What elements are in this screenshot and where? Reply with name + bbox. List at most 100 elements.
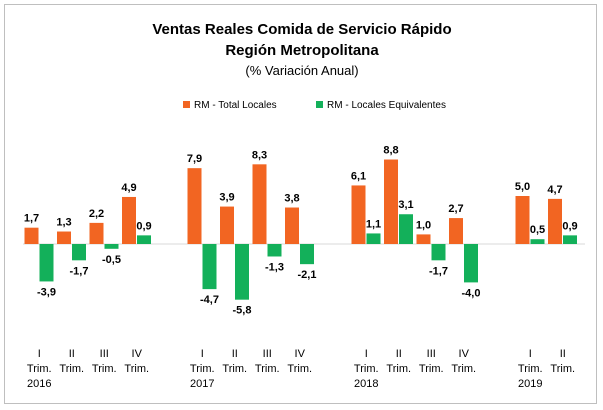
bar-equiv-2017-q4 — [300, 244, 314, 265]
bar-total-2018-q3 — [416, 234, 431, 244]
data-label-total-2018-q1: 6,1 — [351, 170, 366, 182]
chart-svg: Ventas Reales Comida de Servicio Rápido … — [23, 21, 585, 390]
data-label-equiv-2019-q1: 0,5 — [530, 224, 545, 236]
bar-total-2017-q3 — [252, 164, 267, 244]
x-tick-trim-2016-q2: Trim. — [59, 363, 84, 375]
chart-subtitle-units: (% Variación Anual) — [245, 63, 358, 78]
data-label-total-2018-q4: 2,7 — [448, 203, 463, 215]
data-label-equiv-2016-q4: 0,9 — [136, 220, 151, 232]
data-label-total-2017-q4: 3,8 — [284, 193, 299, 205]
bar-equiv-2017-q1 — [202, 244, 217, 290]
x-tick-trim-2018-q2: Trim. — [386, 363, 411, 375]
x-tick-trim-2016-q3: Trim. — [92, 363, 117, 375]
x-tick-roman-2019-q1: I — [529, 348, 532, 360]
data-label-equiv-2018-q1: 1,1 — [366, 218, 381, 230]
x-tick-roman-2018-q1: I — [365, 348, 368, 360]
chart-subtitle: Región Metropolitana — [225, 42, 379, 59]
bar-total-2016-q1 — [24, 227, 39, 244]
bar-total-2016-q4 — [122, 196, 136, 244]
data-label-total-2019-q2: 4,7 — [547, 184, 562, 196]
x-tick-year-2016: 2016 — [27, 378, 51, 390]
bar-total-2017-q4 — [285, 207, 299, 244]
x-tick-year-2018: 2018 — [354, 378, 378, 390]
x-tick-year-2019: 2019 — [518, 378, 542, 390]
legend-swatch-total — [183, 101, 190, 108]
bar-equiv-2019-q2 — [563, 235, 577, 244]
x-tick-roman-2018-q3: III — [427, 348, 436, 360]
legend: RM - Total Locales RM - Locales Equivale… — [183, 100, 446, 111]
data-label-total-2016-q4: 4,9 — [121, 182, 136, 194]
legend-swatch-equiv — [316, 101, 323, 108]
x-tick-roman-2019-q2: II — [560, 348, 566, 360]
data-label-equiv-2017-q3: -1,3 — [265, 261, 284, 273]
data-label-equiv-2018-q3: -1,7 — [429, 265, 448, 277]
bar-equiv-2016-q3 — [104, 244, 119, 249]
x-tick-trim-2019-q1: Trim. — [518, 363, 543, 375]
bar-equiv-2017-q2 — [235, 244, 249, 300]
x-tick-trim-2016-q4: Trim. — [124, 363, 149, 375]
data-label-equiv-2018-q4: -4,0 — [462, 287, 481, 299]
labels-layer: 1,7-3,9ITrim.1,3-1,7IITrim.2,2-0,5IIITri… — [24, 145, 578, 390]
x-tick-roman-2017-q4: IV — [295, 348, 306, 360]
bar-equiv-2019-q1 — [530, 239, 545, 244]
x-tick-trim-2018-q3: Trim. — [419, 363, 444, 375]
legend-label-equiv: RM - Locales Equivalentes — [327, 100, 446, 111]
x-tick-trim-2019-q2: Trim. — [550, 363, 575, 375]
bar-equiv-2016-q1 — [39, 244, 54, 282]
bar-equiv-2018-q4 — [464, 244, 478, 283]
data-label-total-2016-q1: 1,7 — [24, 213, 39, 225]
data-label-equiv-2017-q2: -5,8 — [233, 305, 252, 317]
bar-total-2018-q4 — [449, 218, 463, 244]
data-label-equiv-2016-q1: -3,9 — [37, 286, 56, 298]
x-tick-roman-2018-q2: II — [396, 348, 402, 360]
bar-total-2019-q1 — [515, 196, 530, 244]
x-tick-trim-2017-q1: Trim. — [190, 363, 215, 375]
data-label-total-2018-q3: 1,0 — [416, 219, 431, 231]
x-tick-trim-2017-q4: Trim. — [287, 363, 312, 375]
x-tick-trim-2017-q2: Trim. — [222, 363, 247, 375]
bars-layer — [24, 159, 577, 300]
bar-total-2018-q2 — [384, 159, 398, 244]
legend-label-total: RM - Total Locales — [194, 100, 277, 111]
bar-total-2016-q2 — [57, 231, 71, 244]
bar-equiv-2018-q3 — [431, 244, 446, 261]
x-tick-roman-2018-q4: IV — [459, 348, 470, 360]
data-label-equiv-2017-q4: -2,1 — [298, 269, 317, 281]
x-tick-trim-2016-q1: Trim. — [27, 363, 52, 375]
data-label-total-2017-q1: 7,9 — [187, 153, 202, 165]
x-tick-year-2017: 2017 — [190, 378, 214, 390]
x-tick-roman-2016-q4: IV — [132, 348, 143, 360]
x-tick-roman-2017-q1: I — [201, 348, 204, 360]
data-label-equiv-2016-q3: -0,5 — [102, 254, 121, 266]
data-label-total-2017-q3: 8,3 — [252, 149, 267, 161]
bar-equiv-2017-q3 — [267, 244, 282, 257]
x-tick-roman-2017-q3: III — [263, 348, 272, 360]
x-tick-roman-2017-q2: II — [232, 348, 238, 360]
data-label-equiv-2019-q2: 0,9 — [562, 220, 577, 232]
data-label-total-2016-q3: 2,2 — [89, 208, 104, 220]
data-label-equiv-2018-q2: 3,1 — [398, 199, 413, 211]
bar-total-2017-q1 — [187, 168, 202, 244]
data-label-total-2017-q2: 3,9 — [219, 192, 234, 204]
chart-frame: Ventas Reales Comida de Servicio Rápido … — [4, 4, 597, 404]
x-tick-trim-2018-q4: Trim. — [451, 363, 476, 375]
x-tick-roman-2016-q3: III — [100, 348, 109, 360]
data-label-total-2019-q1: 5,0 — [515, 181, 530, 193]
data-label-equiv-2017-q1: -4,7 — [200, 294, 219, 306]
bar-equiv-2018-q1 — [366, 233, 381, 244]
bar-equiv-2018-q2 — [399, 214, 413, 244]
data-label-equiv-2016-q2: -1,7 — [70, 265, 89, 277]
x-tick-roman-2016-q2: II — [69, 348, 75, 360]
data-label-total-2016-q2: 1,3 — [56, 217, 71, 229]
bar-total-2017-q2 — [220, 206, 234, 244]
x-tick-roman-2016-q1: I — [38, 348, 41, 360]
x-tick-trim-2018-q1: Trim. — [354, 363, 379, 375]
bar-equiv-2016-q4 — [137, 235, 151, 244]
chart-title: Ventas Reales Comida de Servicio Rápido — [152, 21, 451, 38]
bar-total-2016-q3 — [89, 222, 104, 244]
bar-total-2019-q2 — [548, 198, 562, 244]
data-label-total-2018-q2: 8,8 — [383, 145, 398, 157]
bar-equiv-2016-q2 — [72, 244, 86, 261]
bar-total-2018-q1 — [351, 185, 366, 244]
x-tick-trim-2017-q3: Trim. — [255, 363, 280, 375]
